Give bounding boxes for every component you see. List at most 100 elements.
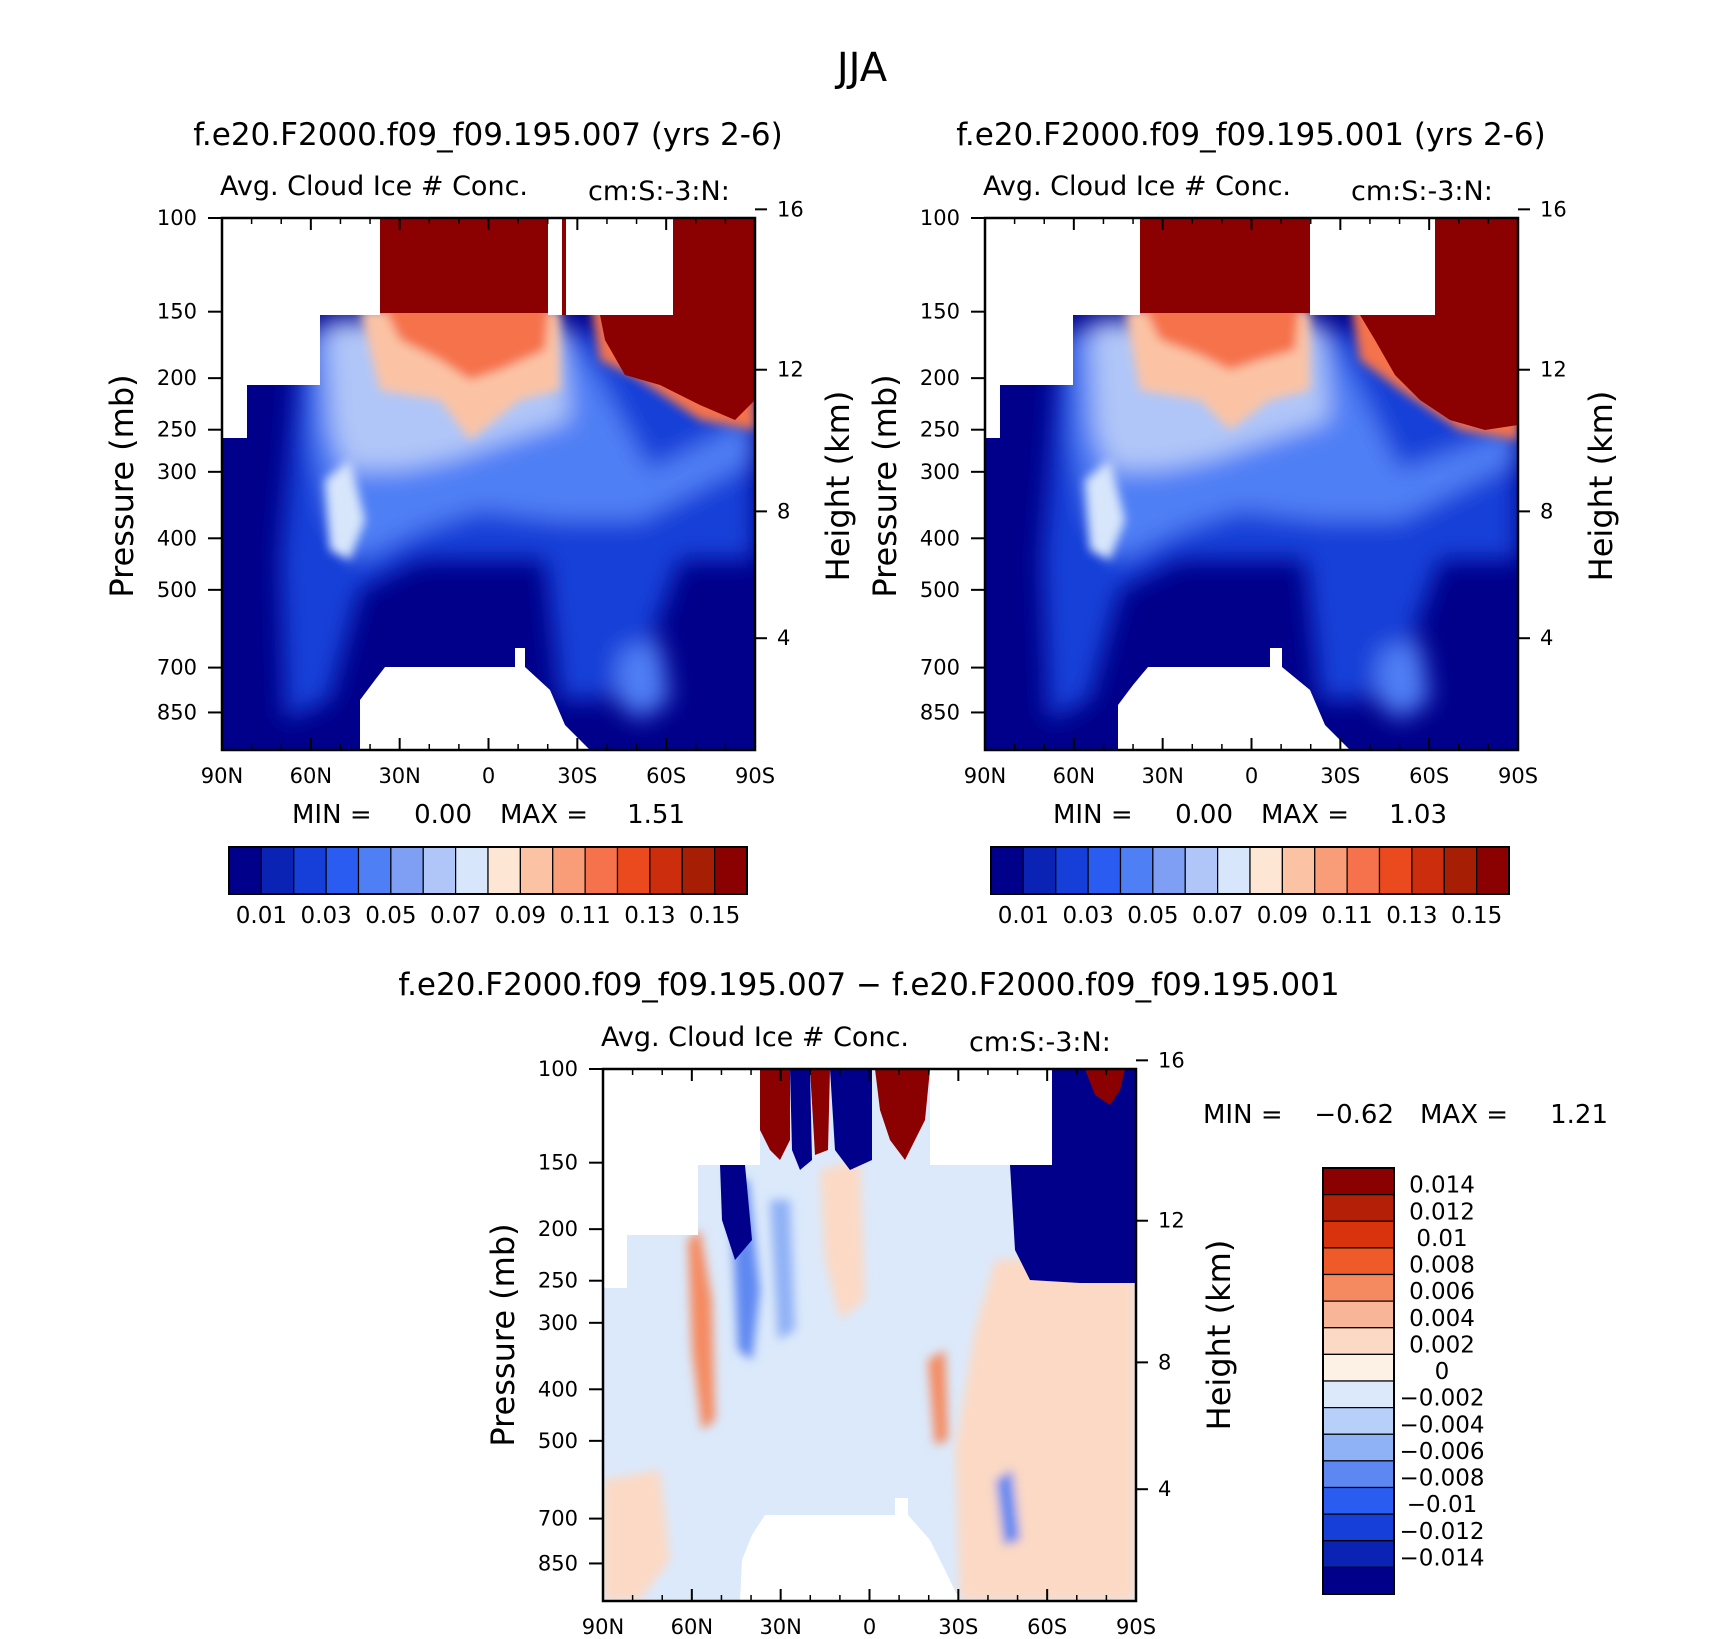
missing-data-surface bbox=[1118, 648, 1350, 750]
panel-3-heatmap bbox=[603, 1069, 1136, 1601]
colorbar-swatch bbox=[649, 846, 683, 895]
y2-tick-label: 8 bbox=[777, 499, 790, 523]
heatmap-region-cloud-column bbox=[1085, 460, 1125, 560]
panel-2-max-label: MAX = bbox=[1261, 800, 1349, 830]
missing-data-upper-right bbox=[930, 1069, 1052, 1165]
panel-1-min-label: MIN = bbox=[292, 800, 372, 830]
panel-2-heatmap bbox=[985, 218, 1518, 750]
x-tick-label: 30N bbox=[1141, 764, 1183, 788]
colorbar-swatch bbox=[390, 846, 424, 895]
x-tick-label: 90S bbox=[1116, 1615, 1156, 1639]
y-tick-label: 100 bbox=[538, 1057, 578, 1081]
x-tick-label: 60S bbox=[1027, 1615, 1067, 1639]
colorbar-label: 0.03 bbox=[301, 903, 352, 929]
x-tick-label: 30S bbox=[938, 1615, 978, 1639]
panel-3-min-label: MIN = bbox=[1203, 1100, 1283, 1130]
colorbar-border bbox=[228, 846, 748, 895]
colorbar-swatch bbox=[455, 846, 489, 895]
y2-tick-label: 8 bbox=[1540, 499, 1553, 523]
y2-tick-label: 16 bbox=[1540, 197, 1567, 221]
panel-1-max-value: 1.51 bbox=[627, 800, 685, 830]
colorbar-swatch bbox=[1119, 846, 1154, 895]
colorbar-swatch bbox=[293, 846, 327, 895]
colorbar-border bbox=[1322, 1167, 1395, 1595]
y-tick-label: 500 bbox=[920, 578, 960, 602]
x-tick-label: 0 bbox=[1245, 764, 1258, 788]
colorbar-swatch bbox=[1346, 846, 1381, 895]
panel-1-y2label: Height (km) bbox=[819, 391, 857, 582]
x-tick-label: 90S bbox=[1498, 764, 1538, 788]
heatmap-region-orange bbox=[1140, 300, 1300, 370]
panel-3-title: f.e20.F2000.f09_f09.195.007 − f.e20.F200… bbox=[398, 967, 1339, 1003]
colorbar-label: 0.15 bbox=[1451, 903, 1502, 929]
x-tick-label: 30S bbox=[1320, 764, 1360, 788]
x-tick-label: 60N bbox=[1053, 764, 1095, 788]
panel-2-units: cm:S:-3:N: bbox=[1351, 176, 1493, 207]
panel-1-axes: 90N 60N 30N 0 30S 60S 90S 100 150 200 250 300 400 500… bbox=[157, 197, 804, 788]
heatmap-region-strat-dark-3 bbox=[600, 218, 755, 420]
y2-tick-label: 16 bbox=[777, 197, 804, 221]
colorbar-label: 0.05 bbox=[1127, 903, 1178, 929]
x-tick-label: 60S bbox=[646, 764, 686, 788]
colorbar-label: 0.15 bbox=[689, 903, 740, 929]
missing-data-upper-right bbox=[1310, 218, 1435, 315]
panel-2-y2label: Height (km) bbox=[1582, 391, 1620, 582]
colorbar-label: 0.07 bbox=[1192, 903, 1243, 929]
y2-tick-label: 16 bbox=[1158, 1048, 1185, 1072]
x-tick-label: 90N bbox=[201, 764, 243, 788]
colorbar-swatch bbox=[681, 846, 716, 895]
y-tick-label: 100 bbox=[157, 206, 197, 230]
heatmap-region-strat-dark-1 bbox=[1140, 218, 1310, 313]
colorbar-swatch bbox=[1322, 1513, 1395, 1542]
colorbar-label: −0.012 bbox=[1399, 1519, 1484, 1545]
colorbar-swatch bbox=[422, 846, 457, 895]
colorbar-swatch bbox=[1322, 1167, 1395, 1196]
colorbar-label: 0.11 bbox=[1322, 903, 1373, 929]
colorbar-swatch bbox=[1322, 1273, 1395, 1302]
colorbar-swatch bbox=[714, 846, 748, 895]
x-tick-label: 30S bbox=[557, 764, 597, 788]
y-tick-label: 200 bbox=[538, 1217, 578, 1241]
colorbar-label: −0.014 bbox=[1399, 1545, 1484, 1571]
y2-tick-label: 4 bbox=[1158, 1477, 1171, 1501]
colorbar-label: 0.002 bbox=[1409, 1332, 1475, 1358]
colorbar-swatch bbox=[1022, 846, 1057, 895]
y-tick-label: 500 bbox=[157, 578, 197, 602]
heatmap-region-dark-blue-south bbox=[1010, 1069, 1136, 1283]
colorbar-swatch bbox=[1249, 846, 1283, 895]
colorbar-swatch bbox=[1322, 1486, 1395, 1515]
heatmap-region-blue-patch bbox=[996, 1470, 1020, 1545]
panel-3-subtitle: Avg. Cloud Ice # Conc. bbox=[601, 1022, 909, 1053]
colorbar-swatch bbox=[1443, 846, 1478, 895]
colorbar-swatch bbox=[357, 846, 392, 895]
heatmap-region-strat-dark-2 bbox=[562, 218, 566, 315]
heatmap-region-pale-orange-low bbox=[603, 1470, 670, 1601]
x-tick-label: 90N bbox=[964, 764, 1006, 788]
missing-data-surface bbox=[360, 648, 590, 750]
colorbar-swatch bbox=[1322, 1327, 1395, 1355]
colorbar-label: 0.13 bbox=[1386, 903, 1437, 929]
colorbar-label: 0.01 bbox=[1416, 1226, 1467, 1252]
colorbar-label: −0.002 bbox=[1399, 1386, 1484, 1412]
colorbar-swatch bbox=[1322, 1460, 1395, 1489]
y-tick-label: 850 bbox=[157, 700, 197, 724]
colorbar-swatch bbox=[325, 846, 360, 895]
panel-3: f.e20.F2000.f09_f09.195.007 − f.e20.F200… bbox=[398, 967, 1608, 1639]
heatmap-region-orange bbox=[380, 300, 550, 380]
colorbar-swatch bbox=[1322, 1300, 1395, 1329]
panel-2-subtitle: Avg. Cloud Ice # Conc. bbox=[983, 171, 1291, 202]
heatmap-region-blue-streak-2 bbox=[770, 1200, 795, 1340]
colorbar-swatch bbox=[1322, 1220, 1395, 1249]
y-tick-label: 150 bbox=[157, 300, 197, 324]
panel-3-max-value: 1.21 bbox=[1550, 1100, 1608, 1130]
panel-2-min-value: 0.00 bbox=[1175, 800, 1233, 830]
x-tick-label: 90S bbox=[735, 764, 775, 788]
missing-data-upper-mid bbox=[548, 218, 562, 315]
colorbar-swatch bbox=[616, 846, 651, 895]
y-tick-label: 150 bbox=[920, 300, 960, 324]
colorbar-label: 0.01 bbox=[998, 903, 1049, 929]
colorbar-label: 0 bbox=[1435, 1359, 1450, 1385]
heatmap-region-orange-streak-2 bbox=[928, 1350, 948, 1445]
y-tick-label: 300 bbox=[920, 460, 960, 484]
y-tick-label: 150 bbox=[538, 1151, 578, 1175]
